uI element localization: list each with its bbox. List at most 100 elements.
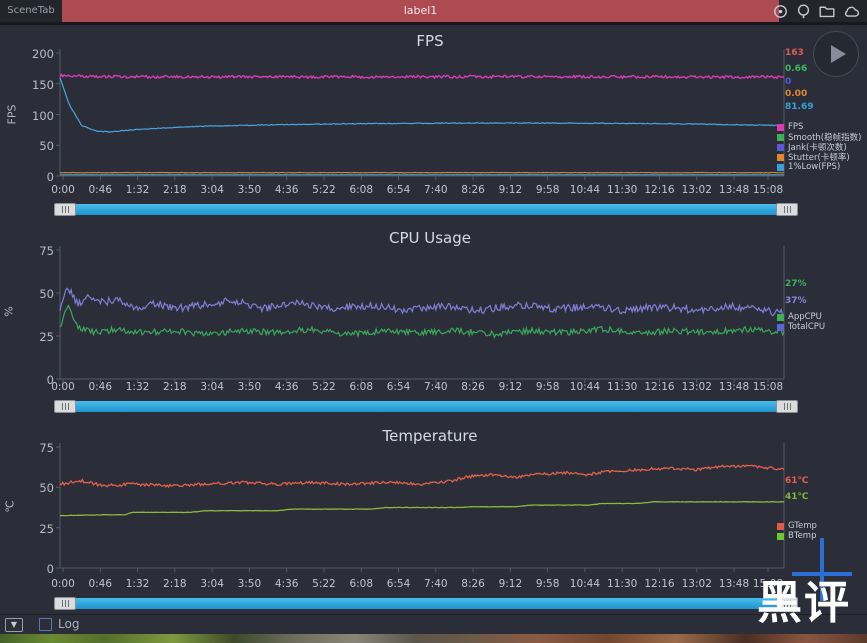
x-tick-label: 7:40 <box>424 578 448 590</box>
x-tick-label: 10:44 <box>569 184 601 196</box>
y-tick-label: 0 <box>46 170 54 184</box>
x-tick-label: 12:16 <box>644 184 675 196</box>
legend-swatch-icon <box>777 143 784 151</box>
realtime-value: 0.00 <box>785 89 808 99</box>
cpu-chart-title: CPU Usage <box>388 229 471 247</box>
cpu-chart-scrollbar[interactable] <box>54 400 798 413</box>
x-tick-label: 13:48 <box>718 578 750 590</box>
x-tick-label: 5:22 <box>312 578 336 590</box>
cpu-chart-plot[interactable] <box>60 250 784 379</box>
x-tick-label: 2:18 <box>163 578 187 590</box>
FPS-series-line <box>59 73 784 80</box>
x-tick-label: 9:58 <box>535 578 560 590</box>
scrollbar-range[interactable] <box>75 204 777 215</box>
scene-label-bar: label1 <box>62 0 779 22</box>
x-tick-label: 0:46 <box>88 184 113 196</box>
x-tick-label: 4:36 <box>274 578 299 590</box>
log-checkbox[interactable] <box>39 618 52 631</box>
x-tick-label: 9:58 <box>535 381 560 393</box>
legend-item[interactable]: Smooth(稳帧指数) <box>777 132 862 143</box>
scrollbar-range[interactable] <box>75 401 777 412</box>
realtime-value: 27% <box>785 279 807 289</box>
scrollbar-range[interactable] <box>75 598 777 609</box>
chart-legend: FPS Smooth(稳帧指数) Jank(卡顿次数) Stutter(卡顿率) 1%L… <box>777 122 861 172</box>
x-tick-label: 12:16 <box>644 381 675 393</box>
legend-label: Smooth(稳帧指数) <box>788 133 862 143</box>
x-tick-label: 6:08 <box>349 184 374 196</box>
realtime-value: 41℃ <box>785 492 809 502</box>
scrollbar-left-handle[interactable] <box>54 400 76 413</box>
x-tick-label: 9:58 <box>535 184 560 196</box>
temp-chart-scrollbar[interactable] <box>54 597 798 610</box>
AppCPU-series-line <box>59 304 785 339</box>
watermark-text: 黑评 <box>757 576 852 629</box>
scrollbar-right-handle[interactable] <box>776 400 798 413</box>
y-tick-label: 50 <box>39 481 54 496</box>
x-tick-label: 8:26 <box>461 578 485 590</box>
legend-swatch-icon <box>777 313 784 321</box>
scrollbar-left-handle[interactable] <box>54 203 76 216</box>
legend-item[interactable]: TotalCPU <box>777 322 825 332</box>
x-tick-label: 3:50 <box>237 578 262 590</box>
legend-swatch-icon <box>777 532 784 540</box>
TotalCPU-series-line <box>59 287 785 318</box>
legend-item[interactable]: FPS <box>777 122 861 132</box>
x-tick-label: 6:54 <box>386 578 411 590</box>
legend-item[interactable]: GTemp <box>777 521 817 531</box>
y-tick-label: 0 <box>46 562 54 576</box>
log-checkbox-label: Log <box>58 617 80 631</box>
legend-item[interactable]: 1%Low(FPS) <box>777 162 861 172</box>
legend-item[interactable]: Jank(卡顿次数) <box>777 142 861 153</box>
x-tick-label: 13:48 <box>718 184 750 196</box>
scrollbar-right-handle[interactable] <box>776 203 798 216</box>
fps-chart-scrollbar[interactable] <box>54 203 798 216</box>
fps-chart-plot[interactable] <box>60 53 784 176</box>
play-icon <box>831 45 846 63</box>
scene-tab[interactable]: SceneTab <box>0 0 62 22</box>
x-tick-label: 2:18 <box>163 381 187 393</box>
y-tick-label: 25 <box>39 521 54 536</box>
location-icon[interactable] <box>795 3 812 20</box>
map-pin-icon[interactable] <box>772 3 789 20</box>
x-tick-label: 11:30 <box>607 184 638 196</box>
x-tick-label: 3:50 <box>237 381 262 393</box>
legend-item[interactable]: AppCPU <box>777 312 825 322</box>
cloud-icon[interactable] <box>842 3 861 20</box>
x-tick-label: 15:08 <box>752 578 784 590</box>
crosshair-icon <box>792 572 852 576</box>
legend-label: AppCPU <box>788 312 822 322</box>
x-tick-label: 0:46 <box>88 381 113 393</box>
x-tick-label: 9:12 <box>498 381 523 393</box>
crosshair-icon <box>820 538 824 601</box>
temp-chart-plot[interactable] <box>60 447 784 568</box>
scene-label: label1 <box>403 4 438 17</box>
expand-panel-button[interactable]: ▼ <box>5 618 23 632</box>
legend-swatch-icon <box>777 522 784 530</box>
x-tick-label: 6:54 <box>386 184 411 196</box>
play-button[interactable] <box>813 31 859 77</box>
x-tick-label: 7:40 <box>424 381 448 393</box>
legend-item[interactable]: Stutter(卡顿率) <box>777 152 861 163</box>
x-tick-label: 4:36 <box>274 381 299 393</box>
y-tick-label: 50 <box>39 287 54 301</box>
legend-item[interactable]: BTemp <box>777 531 817 541</box>
scrollbar-right-handle[interactable] <box>776 597 798 610</box>
1%Low-series-line <box>59 77 785 133</box>
legend-label: FPS <box>788 122 804 132</box>
legend-label: GTemp <box>788 521 817 531</box>
x-tick-label: 1:32 <box>125 578 150 590</box>
x-tick-label: 5:22 <box>312 381 336 393</box>
scrollbar-left-handle[interactable] <box>54 597 76 610</box>
realtime-value: 0.66 <box>785 64 808 74</box>
x-tick-label: 9:12 <box>498 184 523 196</box>
x-tick-label: 15:08 <box>752 381 784 393</box>
x-tick-label: 8:26 <box>461 184 485 196</box>
realtime-value: 81.69 <box>785 102 814 112</box>
legend-label: Stutter(卡顿率) <box>788 153 850 163</box>
legend-swatch-icon <box>777 323 784 331</box>
x-tick-label: 3:50 <box>237 184 262 196</box>
realtime-value: 61℃ <box>785 476 809 486</box>
folder-icon[interactable] <box>818 3 836 20</box>
realtime-value: 163 <box>785 48 804 58</box>
